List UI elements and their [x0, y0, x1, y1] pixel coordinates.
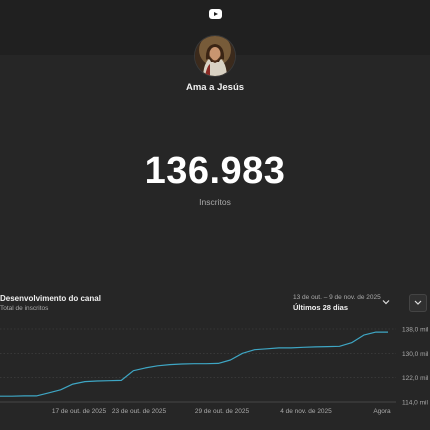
subscriber-label: Inscritos	[199, 197, 231, 207]
channel-name: Ama a Jesús	[185, 82, 245, 93]
x-tick-label: 23 de out. de 2025	[112, 408, 167, 415]
y-tick-label: 122,0 mil	[402, 375, 429, 382]
series-line	[0, 331, 388, 397]
x-tick-label: 17 de out. de 2025	[52, 408, 107, 415]
date-range-label[interactable]: Últimos 28 dias	[293, 303, 349, 312]
y-tick-label: 138,0 mil	[402, 327, 429, 334]
y-tick-label: 114,0 mil	[402, 400, 428, 407]
chart-title: Desenvolvimento do canal	[0, 294, 101, 303]
subscriber-count: 136.983	[144, 150, 286, 192]
youtube-icon[interactable]	[209, 9, 222, 19]
date-range-text[interactable]: 13 de out. – 9 de nov. de 2025	[293, 294, 381, 301]
y-tick-label: 130,0 mil	[402, 351, 429, 358]
x-tick-label: 4 de nov. de 2025	[280, 408, 332, 415]
chevron-down-icon[interactable]	[382, 298, 390, 306]
channel-avatar	[195, 36, 235, 76]
x-tick-label: Agora	[373, 408, 391, 415]
chevron-down-icon	[414, 300, 422, 305]
subscriber-growth-chart: 138,0 mil 130,0 mil 122,0 mil 114,0 mil 17 d…	[0, 327, 429, 415]
chart-subtitle: Total de inscritos	[0, 305, 49, 312]
expand-range-button[interactable]	[409, 294, 427, 312]
x-tick-label: 29 de out. de 2025	[195, 408, 250, 415]
